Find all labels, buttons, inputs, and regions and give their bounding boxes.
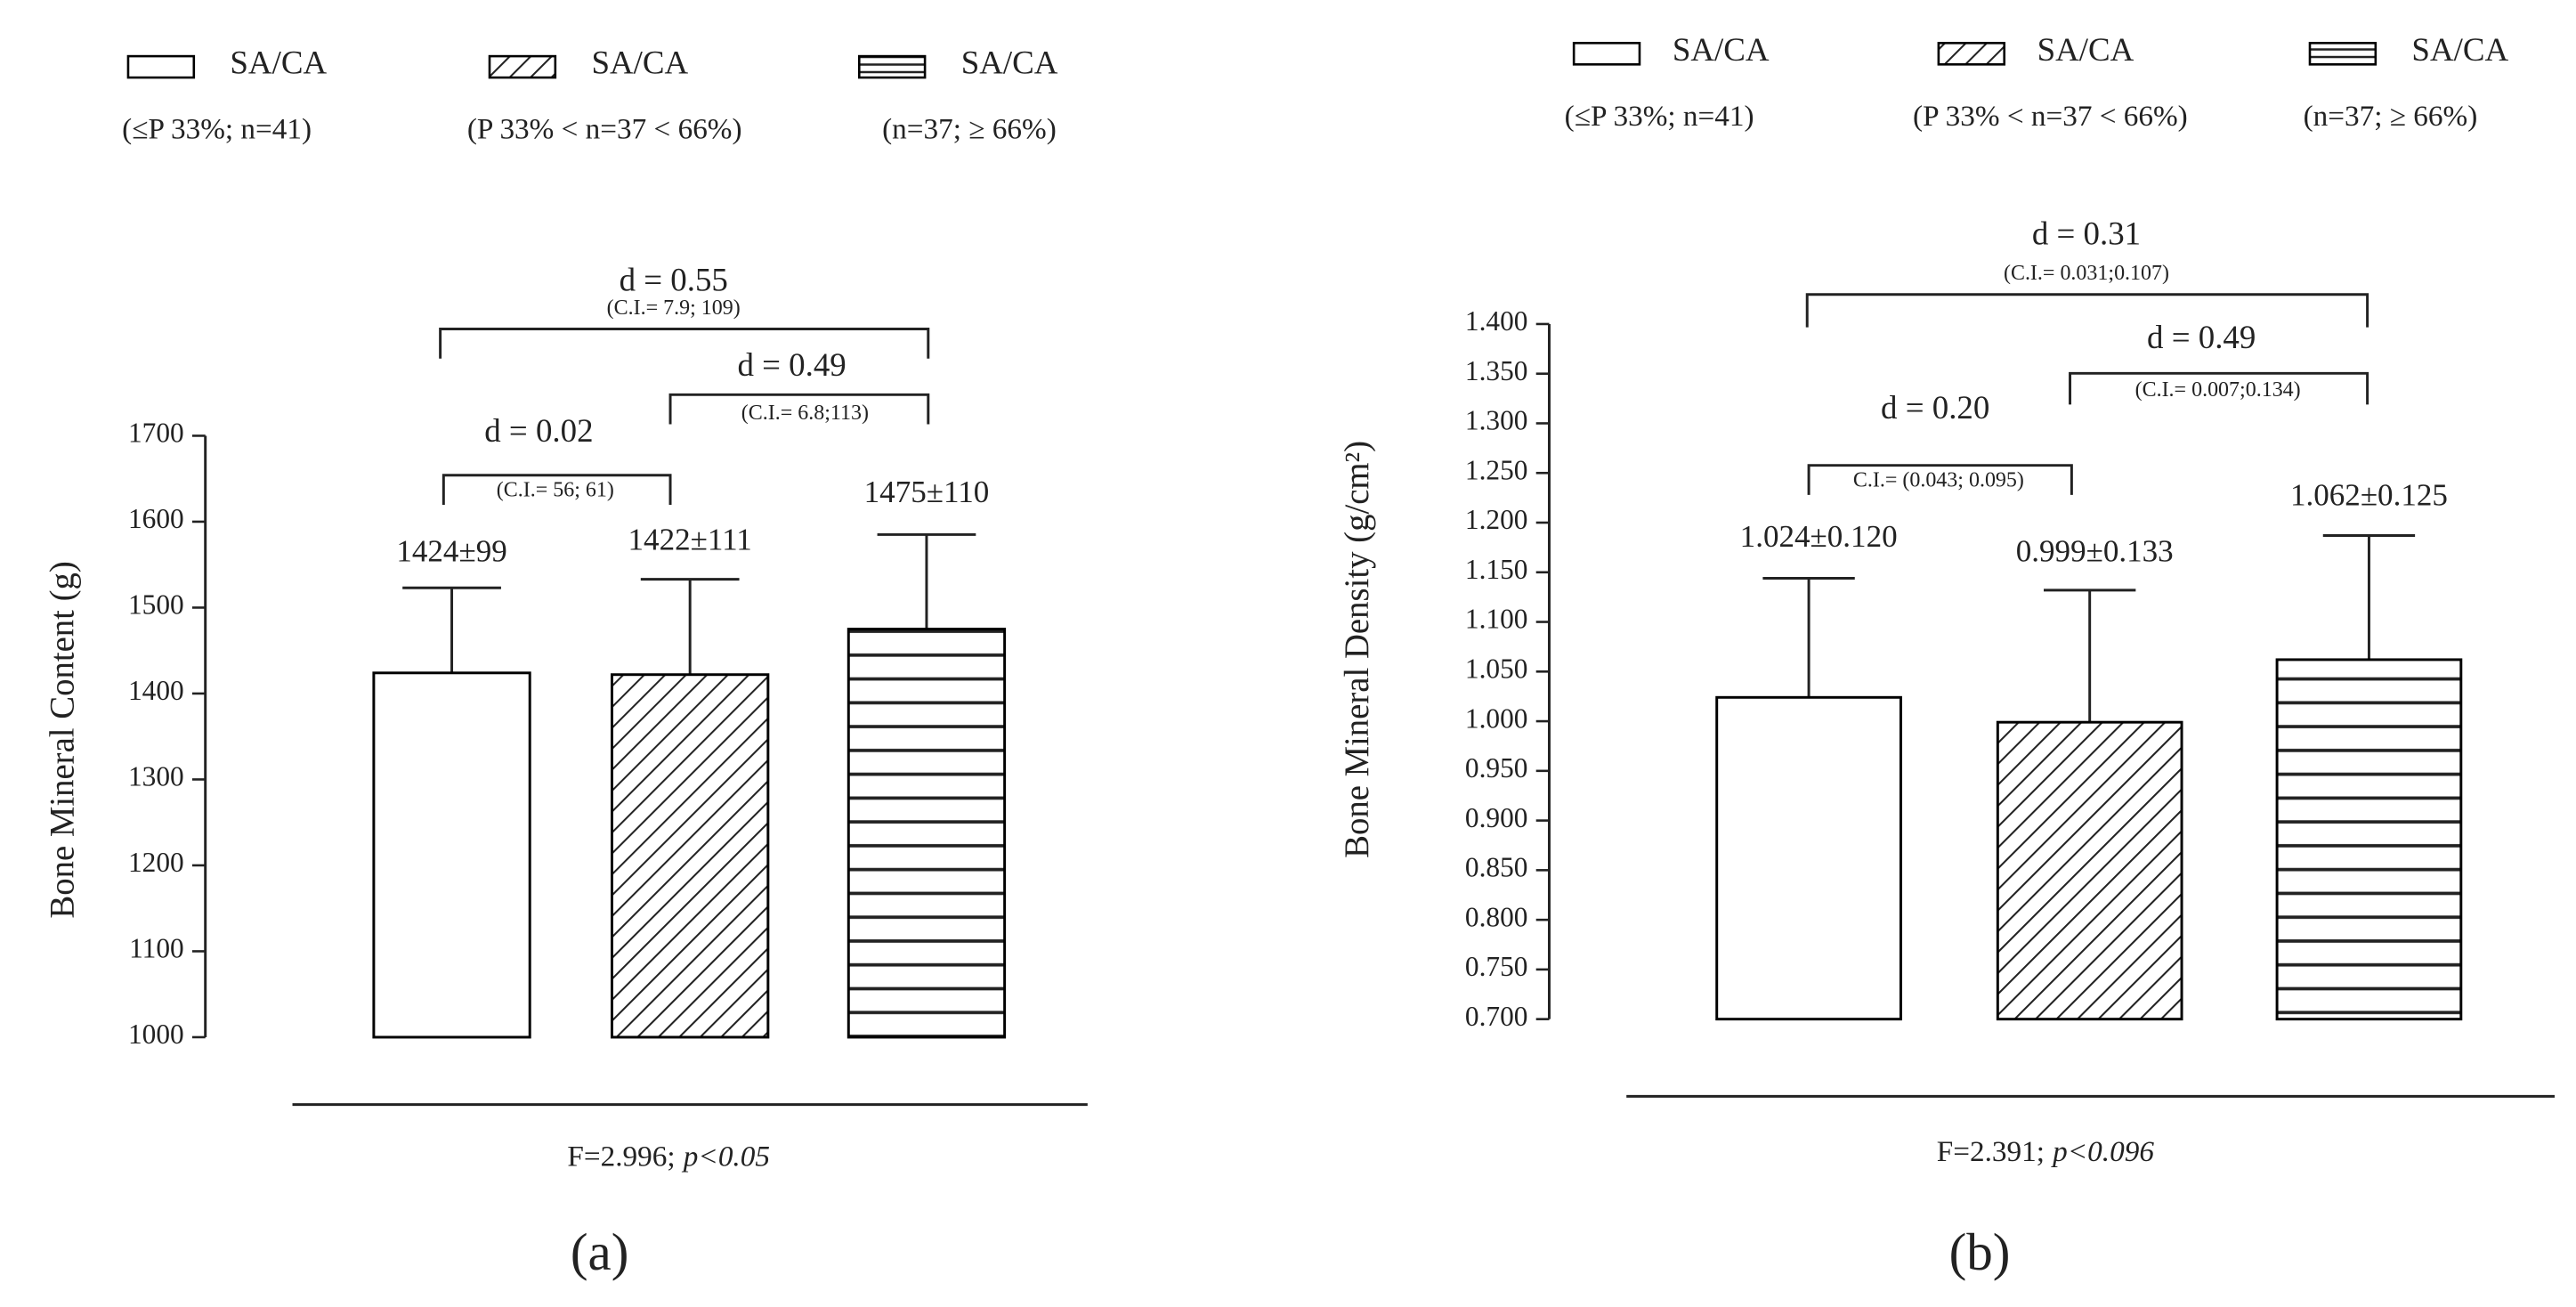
comparison-bracket xyxy=(668,393,930,425)
y-tick-label: 1200 xyxy=(128,847,184,878)
chart-panel: 1000 1100 1200 1300 1400 1500 1600 1700 Bone Min… xyxy=(44,45,1088,1281)
y-tick-label: 1600 xyxy=(128,503,184,534)
legend-label: SA/CA xyxy=(2411,31,2508,68)
bar xyxy=(847,628,1007,1039)
legend-note: (≤P 33%; n=41) xyxy=(122,113,312,146)
statistics-note: F=2.996; p<0.05 xyxy=(567,1140,770,1173)
y-tick-label: 1300 xyxy=(128,761,184,792)
legend-label: SA/CA xyxy=(2037,31,2135,68)
legend-label: SA/CA xyxy=(1673,31,1770,68)
bar xyxy=(611,673,770,1039)
y-tick-label: 1.300 xyxy=(1465,405,1528,436)
y-tick-label: 1400 xyxy=(128,675,184,706)
effect-size: d = 0.02 xyxy=(484,412,593,449)
legend-note: (≤P 33%; n=41) xyxy=(1565,100,1754,133)
value-label: 1.062±0.125 xyxy=(2290,478,2448,513)
y-tick-label: 1700 xyxy=(128,418,184,449)
value-label: 1424±99 xyxy=(396,533,506,568)
comparison-bracket xyxy=(1807,464,2073,495)
legend-swatch xyxy=(1937,42,2006,66)
y-tick-label: 1.400 xyxy=(1465,305,1528,337)
confidence-interval: C.I.= (0.043; 0.095) xyxy=(1853,469,2024,492)
value-label: 1475±110 xyxy=(864,475,990,509)
y-tick-label: 1.250 xyxy=(1465,454,1528,485)
f-statistic: F=2.391; xyxy=(1937,1135,2045,1168)
confidence-interval: (C.I.= 0.031;0.107) xyxy=(2004,262,2169,285)
effect-size: d = 0.49 xyxy=(737,346,846,383)
y-tick-label: 1100 xyxy=(129,933,184,964)
y-tick-label: 1000 xyxy=(128,1019,184,1050)
p-value: p<0.05 xyxy=(682,1140,770,1173)
legend-swatch xyxy=(1572,42,1641,66)
confidence-interval: (C.I.= 56; 61) xyxy=(497,479,614,502)
y-tick-label: 1.000 xyxy=(1465,702,1528,734)
confidence-interval: (C.I.= 6.8;113) xyxy=(741,402,869,425)
bar xyxy=(1715,695,1902,1021)
y-tick-label: 0.750 xyxy=(1465,951,1528,982)
y-tick-label: 1.350 xyxy=(1465,355,1528,386)
y-tick-label: 0.900 xyxy=(1465,802,1528,833)
chart-panel: 0.700 0.750 0.800 0.850 0.900 0.950 1.000 1.050… xyxy=(1338,31,2556,1281)
value-label: 1422±111 xyxy=(628,522,752,556)
p-value: p<0.096 xyxy=(2051,1135,2154,1168)
legend-swatch xyxy=(857,54,927,79)
effect-size: d = 0.20 xyxy=(1881,389,1989,426)
value-label: 0.999±0.133 xyxy=(2016,533,2174,568)
comparison-bracket xyxy=(2069,371,2369,405)
panel-label: (b) xyxy=(1949,1222,2011,1281)
bar xyxy=(2275,658,2463,1021)
legend-swatch xyxy=(2308,42,2378,66)
effect-size: d = 0.49 xyxy=(2147,319,2256,355)
y-tick-label: 0.700 xyxy=(1465,1001,1528,1032)
y-tick-label: 0.850 xyxy=(1465,852,1528,883)
comparison-bracket xyxy=(439,328,930,359)
legend-note: (P 33% < n=37 < 66%) xyxy=(1913,100,2188,133)
legend-note: (n=37; ≥ 66%) xyxy=(882,113,1057,146)
legend-swatch xyxy=(488,54,557,79)
effect-size: d = 0.31 xyxy=(2032,215,2141,252)
statistics-note: F=2.391; p<0.096 xyxy=(1937,1135,2155,1168)
confidence-interval: (C.I.= 7.9; 109) xyxy=(607,296,741,320)
y-axis-label: Bone Mineral Content (g) xyxy=(44,561,82,918)
y-tick-label: 1.150 xyxy=(1465,554,1528,585)
comparison-bracket xyxy=(441,474,672,505)
y-tick-label: 0.800 xyxy=(1465,901,1528,932)
y-tick-label: 1.200 xyxy=(1465,504,1528,535)
legend-note: (n=37; ≥ 66%) xyxy=(2304,100,2478,133)
comparison-bracket xyxy=(1805,293,2369,328)
legend-swatch xyxy=(126,54,196,79)
y-axis-label: Bone Mineral Density (g/cm²) xyxy=(1338,441,1376,858)
panel-label: (a) xyxy=(571,1222,629,1281)
effect-size: d = 0.55 xyxy=(620,261,728,297)
value-label: 1.024±0.120 xyxy=(1740,519,1898,554)
f-statistic: F=2.996; xyxy=(567,1140,675,1173)
confidence-interval: (C.I.= 0.007;0.134) xyxy=(2135,378,2301,402)
y-tick-label: 1500 xyxy=(128,589,184,621)
y-tick-label: 1.050 xyxy=(1465,654,1528,685)
y-tick-label: 1.100 xyxy=(1465,604,1528,635)
legend-label: SA/CA xyxy=(961,45,1058,81)
legend-label: SA/CA xyxy=(591,45,688,81)
bar xyxy=(372,671,531,1039)
legend-note: (P 33% < n=37 < 66%) xyxy=(467,113,742,146)
legend-label: SA/CA xyxy=(230,45,327,81)
y-tick-label: 0.950 xyxy=(1465,752,1528,783)
bar xyxy=(1996,720,2183,1021)
